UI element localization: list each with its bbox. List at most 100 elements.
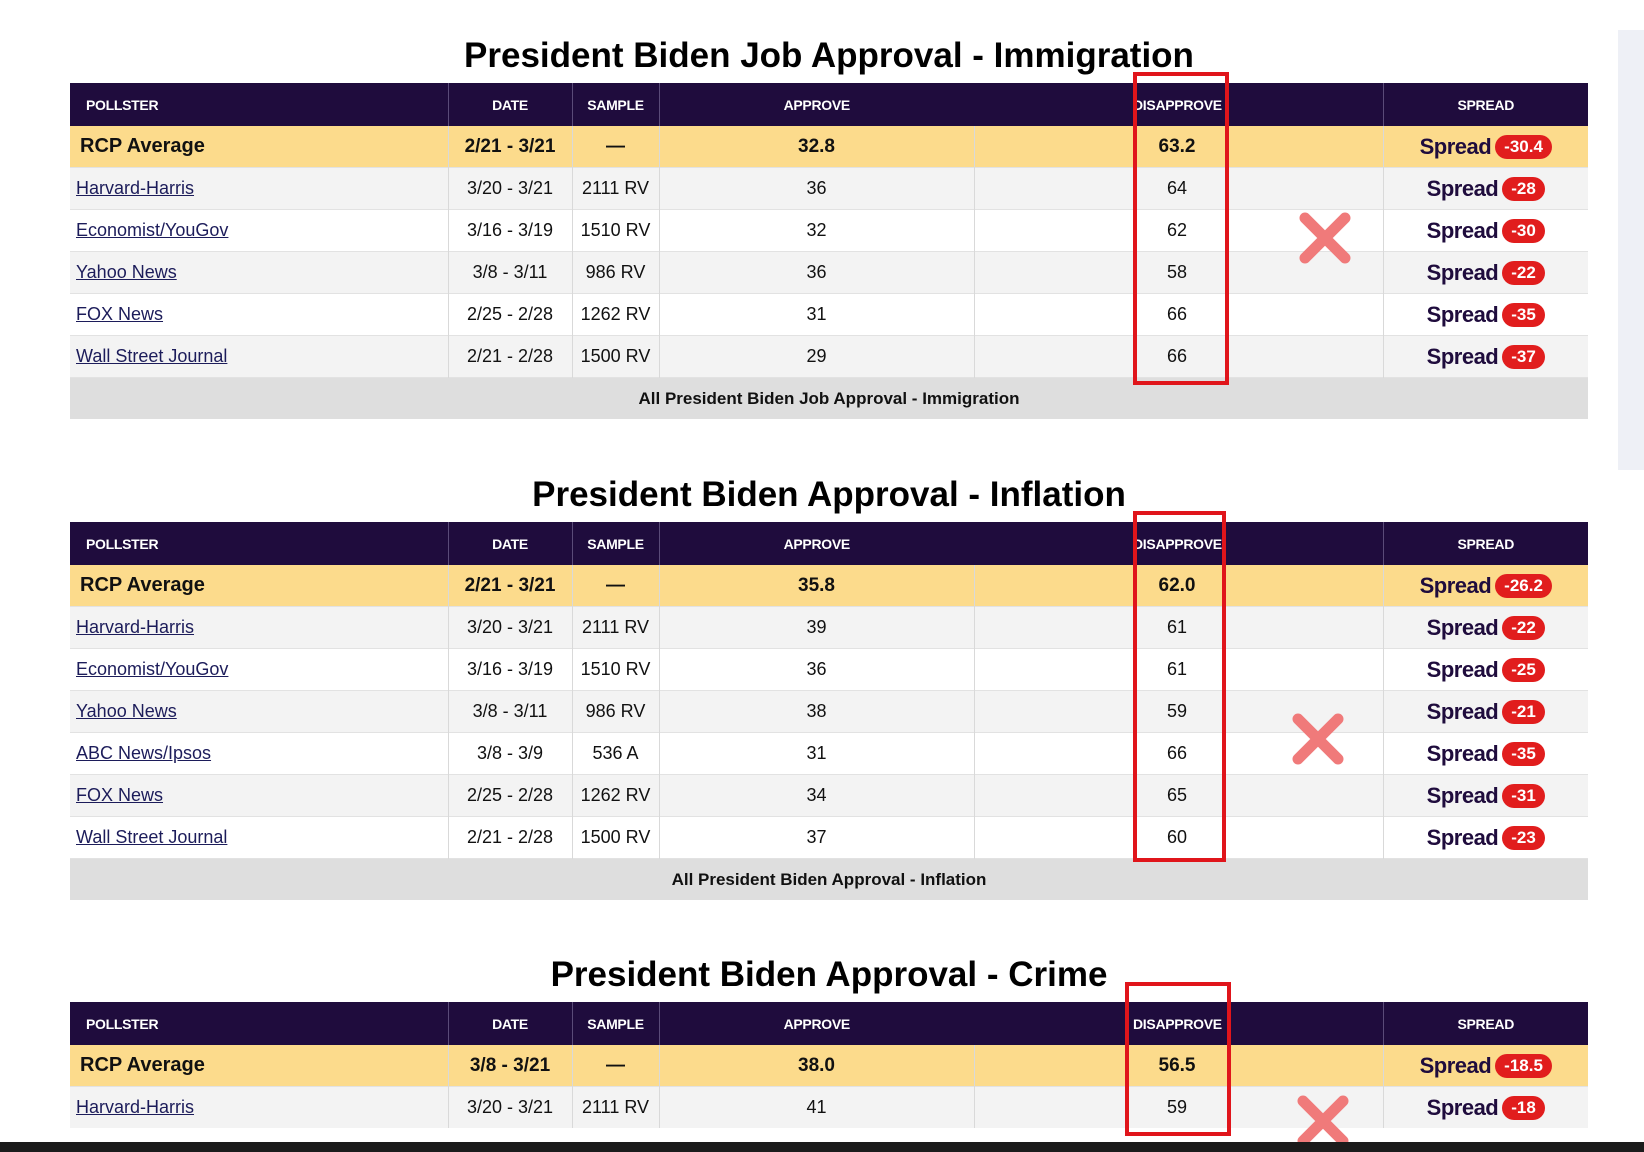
sample-cell: 2111 RV xyxy=(571,167,659,210)
side-panel-edge xyxy=(1618,30,1644,470)
table-row: Economist/YouGov 3/16 - 3/19 1510 RV 32 62 Sp… xyxy=(70,209,1588,252)
approve-cell: 36 xyxy=(658,648,974,691)
col-approve: APPROVE xyxy=(658,83,974,126)
approve-cell: 41 xyxy=(658,1086,974,1128)
date-cell: 2/25 - 2/28 xyxy=(447,774,572,817)
spread-label: Spread xyxy=(1426,614,1499,640)
pollster-link[interactable]: Wall Street Journal xyxy=(76,346,228,366)
col-approve: APPROVE xyxy=(658,522,974,565)
pollster-cell: Wall Street Journal xyxy=(70,335,448,378)
col-date: DATE xyxy=(447,522,572,565)
pollster-cell: FOX News xyxy=(70,293,448,336)
pollster-link[interactable]: FOX News xyxy=(76,785,164,805)
rcp-average-row: RCP Average 2/21 - 3/21—35.8 62.0 Spread -26… xyxy=(70,565,1588,607)
pollster-link[interactable]: Economist/YouGov xyxy=(76,659,229,679)
col-spread: SPREAD xyxy=(1382,522,1588,565)
disapprove-cell: 61 xyxy=(1132,648,1222,691)
col-approve: APPROVE xyxy=(658,1002,974,1045)
disapprove-cell: 66 xyxy=(1132,732,1222,775)
col-sample: SAMPLE xyxy=(571,83,659,126)
pollster-cell: Economist/YouGov xyxy=(70,209,448,252)
spread-cell: Spread -26.2 xyxy=(1382,565,1588,607)
approve-cell: 32 xyxy=(658,209,974,252)
spacer-cell xyxy=(973,648,1132,691)
approve-cell: 37 xyxy=(658,816,974,859)
spacer-cell xyxy=(1222,816,1383,859)
all-polls-link[interactable]: All President Biden Approval - Inflation xyxy=(70,858,1588,900)
table-row: Wall Street Journal 2/21 - 2/28 1500 RV 29 6… xyxy=(70,335,1588,378)
spread-badge: -30.4 xyxy=(1495,134,1552,159)
spread-cell: Spread -22 xyxy=(1382,251,1588,294)
approve-cell: 29 xyxy=(658,335,974,378)
pollster-link[interactable]: Harvard-Harris xyxy=(76,178,195,198)
spread-badge: -23 xyxy=(1502,825,1545,850)
sample-cell: 986 RV xyxy=(571,690,659,733)
spread-badge: -26.2 xyxy=(1495,573,1552,598)
pollster-link[interactable]: Harvard-Harris xyxy=(76,1097,195,1117)
pollster-link[interactable]: Wall Street Journal xyxy=(76,827,228,847)
pollster-cell: Harvard-Harris xyxy=(70,1086,448,1128)
all-polls-row: All President Biden Job Approval - Immig… xyxy=(70,377,1588,419)
disapprove-cell: 62.0 xyxy=(1132,565,1222,607)
date-cell: 3/20 - 3/21 xyxy=(447,606,572,649)
spacer-cell xyxy=(973,167,1132,210)
date-cell: 2/21 - 2/28 xyxy=(447,335,572,378)
pollster-link[interactable]: FOX News xyxy=(76,304,164,324)
col-spacer xyxy=(1222,1002,1383,1045)
col-sample: SAMPLE xyxy=(571,522,659,565)
pollster-link[interactable]: Yahoo News xyxy=(76,262,177,282)
table-header-row: POLLSTER DATE SAMPLE APPROVE DISAPPROVE … xyxy=(70,1002,1588,1045)
sample-cell: 1262 RV xyxy=(571,774,659,817)
spacer-cell xyxy=(973,209,1132,252)
pollster-link[interactable]: ABC News/Ipsos xyxy=(76,743,212,763)
spacer-cell xyxy=(1222,648,1383,691)
pollster-cell: FOX News xyxy=(70,774,448,817)
spread-label: Spread xyxy=(1426,740,1499,766)
spread-badge: -22 xyxy=(1502,260,1545,285)
date-cell: 3/8 - 3/11 xyxy=(447,690,572,733)
approve-cell: 38.0 xyxy=(658,1045,974,1087)
disapprove-cell: 63.2 xyxy=(1132,126,1222,168)
spread-badge: -31 xyxy=(1502,783,1545,808)
all-polls-link[interactable]: All President Biden Job Approval - Immig… xyxy=(70,377,1588,419)
date-cell: 2/21 - 2/28 xyxy=(447,816,572,859)
spread-cell: Spread -30 xyxy=(1382,209,1588,252)
disapprove-cell: 56.5 xyxy=(1132,1045,1222,1087)
disapprove-cell: 58 xyxy=(1132,251,1222,294)
date-cell: 3/16 - 3/19 xyxy=(447,648,572,691)
spacer-cell xyxy=(973,1086,1132,1128)
rcp-average-row: RCP Average 2/21 - 3/21—32.8 63.2 Spread -30… xyxy=(70,126,1588,168)
spread-cell: Spread -25 xyxy=(1382,648,1588,691)
pollster-cell: Wall Street Journal xyxy=(70,816,448,859)
spacer-cell xyxy=(1222,1045,1383,1087)
pollster-link[interactable]: Economist/YouGov xyxy=(76,220,229,240)
sample-cell: — xyxy=(571,565,659,607)
col-disapprove: DISAPPROVE xyxy=(1132,522,1222,565)
pollster-cell: RCP Average xyxy=(70,126,448,168)
pollster-link[interactable]: Harvard-Harris xyxy=(76,617,195,637)
col-spacer xyxy=(974,522,1132,565)
pollster-link[interactable]: Yahoo News xyxy=(76,701,177,721)
spread-badge: -30 xyxy=(1502,218,1545,243)
spread-badge: -28 xyxy=(1502,176,1545,201)
disapprove-cell: 66 xyxy=(1132,293,1222,336)
approve-cell: 36 xyxy=(658,251,974,294)
col-spacer xyxy=(974,83,1132,126)
spread-cell: Spread -35 xyxy=(1382,732,1588,775)
pollster-cell: Harvard-Harris xyxy=(70,606,448,649)
pollster-cell: ABC News/Ipsos xyxy=(70,732,448,775)
disapprove-cell: 60 xyxy=(1132,816,1222,859)
spacer-cell xyxy=(973,1045,1132,1087)
pollster-cell: RCP Average xyxy=(70,565,448,607)
spread-label: Spread xyxy=(1426,656,1499,682)
date-cell: 3/20 - 3/21 xyxy=(447,1086,572,1128)
spread-cell: Spread -22 xyxy=(1382,606,1588,649)
spacer-cell xyxy=(1222,126,1383,168)
spacer-cell xyxy=(1222,565,1383,607)
sample-cell: 1500 RV xyxy=(571,816,659,859)
spacer-cell xyxy=(1222,251,1383,294)
spread-badge: -21 xyxy=(1502,699,1545,724)
spread-cell: Spread -21 xyxy=(1382,690,1588,733)
table-row: ABC News/Ipsos 3/8 - 3/9 536 A 31 66 Spread -3… xyxy=(70,732,1588,775)
spread-label: Spread xyxy=(1426,259,1499,285)
